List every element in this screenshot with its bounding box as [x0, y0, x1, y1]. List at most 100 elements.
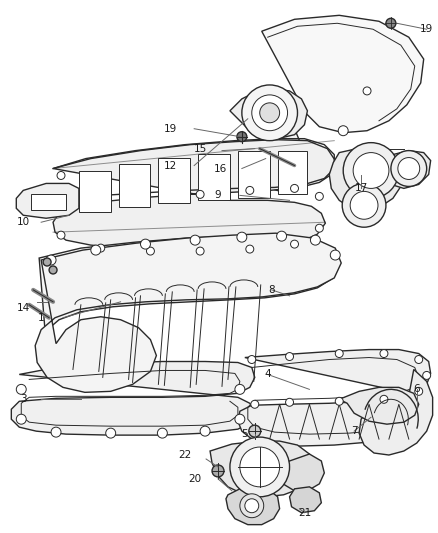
Polygon shape: [359, 369, 433, 455]
Text: 14: 14: [17, 303, 30, 313]
Circle shape: [246, 245, 254, 253]
Text: 19: 19: [420, 24, 433, 34]
Circle shape: [212, 465, 224, 477]
Circle shape: [43, 258, 51, 266]
Circle shape: [290, 184, 298, 192]
Polygon shape: [278, 151, 307, 195]
Circle shape: [235, 384, 245, 394]
Circle shape: [16, 414, 26, 424]
Circle shape: [251, 400, 259, 408]
Circle shape: [240, 494, 264, 518]
Circle shape: [157, 428, 167, 438]
Circle shape: [311, 235, 320, 245]
Circle shape: [16, 384, 26, 394]
Circle shape: [350, 191, 378, 219]
Text: 4: 4: [265, 369, 271, 379]
Circle shape: [237, 132, 247, 142]
Text: 20: 20: [189, 474, 202, 484]
Circle shape: [51, 427, 61, 437]
Circle shape: [335, 397, 343, 405]
Text: 17: 17: [354, 183, 368, 193]
Circle shape: [237, 232, 247, 242]
Polygon shape: [329, 149, 404, 211]
Circle shape: [245, 499, 259, 513]
Circle shape: [146, 247, 155, 255]
Text: 15: 15: [194, 143, 207, 154]
Circle shape: [398, 158, 420, 180]
Polygon shape: [282, 454, 324, 491]
Circle shape: [248, 356, 256, 364]
Text: 16: 16: [213, 164, 226, 174]
Circle shape: [363, 87, 371, 95]
Text: 6: 6: [413, 384, 420, 394]
Circle shape: [196, 190, 204, 198]
Polygon shape: [290, 487, 321, 513]
Circle shape: [338, 126, 348, 136]
Polygon shape: [11, 361, 255, 435]
Circle shape: [190, 235, 200, 245]
Polygon shape: [238, 350, 431, 446]
Circle shape: [260, 103, 279, 123]
Circle shape: [106, 428, 116, 438]
Circle shape: [343, 143, 399, 198]
Circle shape: [380, 350, 388, 358]
Circle shape: [315, 224, 323, 232]
Circle shape: [91, 245, 101, 255]
Circle shape: [49, 266, 57, 274]
Circle shape: [57, 231, 65, 239]
Circle shape: [286, 352, 293, 360]
Text: 22: 22: [179, 450, 192, 460]
Text: 7: 7: [351, 426, 357, 436]
Text: 8: 8: [268, 285, 275, 295]
Circle shape: [57, 172, 65, 180]
Circle shape: [141, 239, 150, 249]
Text: 5: 5: [241, 429, 248, 439]
Polygon shape: [79, 171, 111, 212]
Text: 21: 21: [298, 508, 311, 518]
Text: 9: 9: [215, 190, 221, 200]
Circle shape: [235, 414, 245, 424]
Circle shape: [249, 425, 261, 437]
Circle shape: [330, 250, 340, 260]
Text: 19: 19: [164, 124, 177, 134]
Circle shape: [97, 244, 105, 252]
Circle shape: [286, 398, 293, 406]
Polygon shape: [238, 151, 270, 198]
Circle shape: [353, 152, 389, 188]
Circle shape: [423, 372, 431, 379]
Text: 10: 10: [17, 217, 30, 227]
Circle shape: [200, 426, 210, 436]
Polygon shape: [198, 154, 230, 200]
Polygon shape: [53, 140, 335, 250]
Circle shape: [342, 183, 386, 227]
Polygon shape: [31, 195, 66, 211]
Polygon shape: [258, 113, 311, 192]
Circle shape: [380, 395, 388, 403]
Circle shape: [46, 255, 56, 265]
Circle shape: [240, 447, 279, 487]
Circle shape: [196, 247, 204, 255]
Circle shape: [277, 231, 286, 241]
Polygon shape: [226, 487, 279, 524]
Circle shape: [386, 18, 396, 28]
Text: 12: 12: [164, 160, 177, 171]
Polygon shape: [384, 151, 431, 188]
Circle shape: [415, 387, 423, 395]
Polygon shape: [159, 158, 190, 203]
Polygon shape: [119, 164, 150, 207]
Circle shape: [230, 437, 290, 497]
Circle shape: [415, 356, 423, 364]
Polygon shape: [35, 233, 341, 392]
Polygon shape: [262, 15, 424, 133]
Text: 1: 1: [38, 313, 44, 323]
Polygon shape: [339, 387, 419, 424]
Circle shape: [391, 151, 427, 187]
Circle shape: [242, 85, 297, 141]
Circle shape: [315, 192, 323, 200]
Circle shape: [290, 240, 298, 248]
Circle shape: [335, 350, 343, 358]
Polygon shape: [39, 236, 339, 332]
Circle shape: [246, 187, 254, 195]
Polygon shape: [210, 441, 314, 497]
Polygon shape: [16, 183, 79, 218]
